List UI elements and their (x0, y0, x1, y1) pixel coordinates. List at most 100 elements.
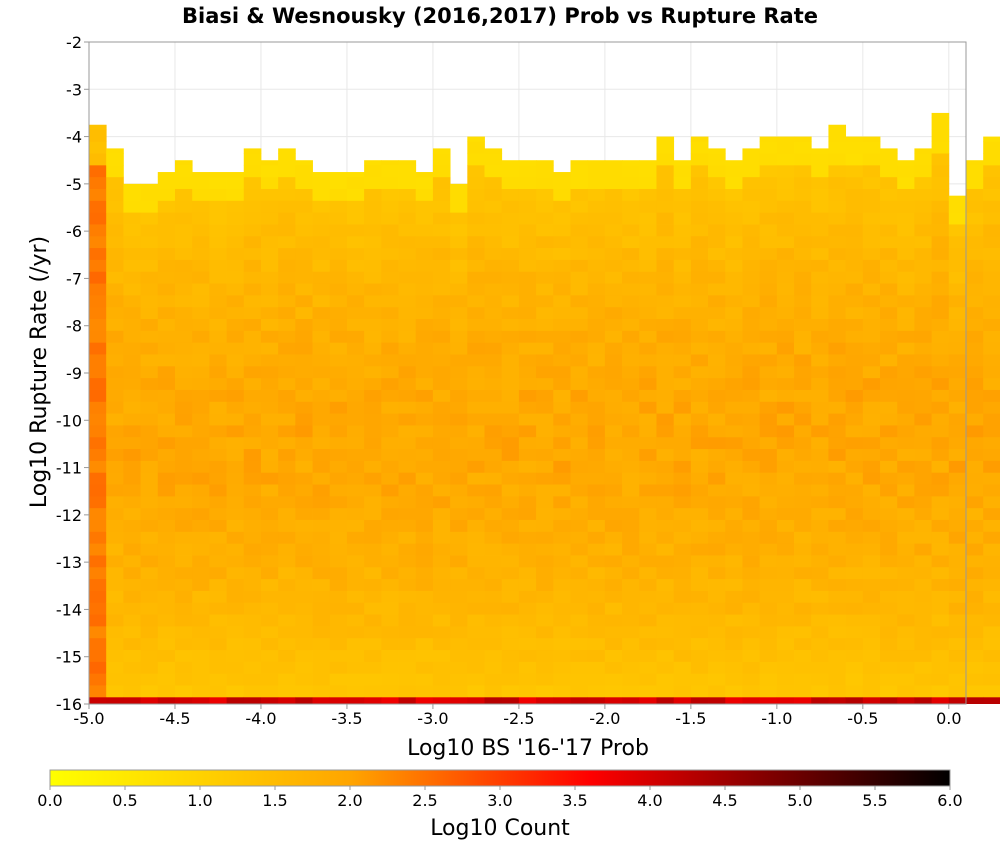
heatmap-cell (828, 271, 847, 284)
heatmap-cell (501, 448, 520, 461)
heatmap-cells (89, 112, 1000, 704)
heatmap-cell (828, 625, 847, 639)
heatmap-cell (553, 200, 571, 213)
heatmap-cell (106, 685, 124, 698)
heatmap-cell (295, 318, 313, 331)
heatmap-cell (295, 602, 313, 615)
heatmap-cell (106, 590, 124, 603)
heatmap-cell (174, 519, 193, 532)
heatmap-cell (140, 235, 159, 249)
heatmap-cell (553, 649, 571, 662)
heatmap-cell (243, 696, 262, 704)
heatmap-cell (983, 342, 1000, 355)
heatmap-cell (708, 330, 726, 343)
heatmap-cell (518, 696, 537, 704)
heatmap-cell (604, 673, 623, 686)
heatmap-cell (639, 519, 657, 532)
heatmap-cell (329, 259, 348, 272)
heatmap-cell (329, 696, 348, 704)
heatmap-cell (948, 200, 967, 213)
heatmap-cell (880, 519, 898, 532)
heatmap-cell (690, 200, 709, 213)
heatmap-cell (862, 259, 881, 272)
heatmap-cell (432, 578, 451, 591)
heatmap-cell (708, 401, 726, 414)
heatmap-cell (759, 425, 778, 438)
heatmap-cell (639, 696, 657, 704)
heatmap-cell (450, 389, 468, 402)
heatmap-cell (639, 590, 657, 603)
heatmap-cell (776, 259, 795, 272)
heatmap-cell (604, 160, 623, 166)
heatmap-cell (794, 330, 812, 343)
heatmap-cell (278, 696, 296, 704)
heatmap-cell (983, 188, 1000, 201)
heatmap-cell (260, 200, 279, 213)
heatmap-cell (501, 425, 520, 438)
heatmap-cell (106, 330, 124, 343)
heatmap-cell (174, 330, 193, 343)
heatmap-cell (295, 365, 313, 379)
heatmap-cell (123, 318, 141, 331)
heatmap-cell (862, 507, 881, 520)
heatmap-cell (209, 247, 227, 260)
heatmap-cell (983, 294, 1000, 308)
heatmap-cell (364, 519, 382, 532)
heatmap-cell (811, 661, 829, 674)
heatmap-cell (209, 685, 227, 698)
heatmap-cell (639, 578, 657, 591)
heatmap-cell (381, 625, 399, 639)
heatmap-cell (570, 354, 589, 367)
heatmap-cell (123, 484, 141, 497)
y-tick-label: -9 (66, 364, 82, 383)
heatmap-cell (931, 112, 950, 119)
heatmap-cell (518, 425, 537, 438)
heatmap-cell (742, 543, 761, 556)
heatmap-cell (278, 401, 296, 414)
heatmap-cell (518, 472, 537, 485)
heatmap-cell (759, 448, 778, 461)
heatmap-cell (656, 637, 675, 651)
heatmap-cell (811, 330, 829, 343)
heatmap-cell (484, 377, 503, 390)
heatmap-cell (570, 448, 589, 461)
heatmap-cell (364, 531, 382, 544)
heatmap-cell (931, 129, 950, 142)
heatmap-cell (828, 153, 847, 166)
heatmap-cell (501, 685, 520, 698)
heatmap-cell (278, 318, 296, 331)
heatmap-cell (123, 425, 141, 438)
heatmap-cell (501, 283, 520, 296)
heatmap-cell (931, 590, 950, 603)
heatmap-cell (484, 578, 503, 591)
heatmap-cell (828, 200, 847, 213)
heatmap-cell (690, 425, 709, 438)
heatmap-cell (209, 413, 227, 426)
heatmap-cell (570, 614, 589, 627)
heatmap-cell (174, 484, 193, 497)
heatmap-cell (794, 531, 812, 544)
heatmap-cell (536, 425, 554, 438)
heatmap-cell (278, 283, 296, 296)
heatmap-cell (260, 259, 279, 272)
heatmap-cell (329, 330, 348, 343)
heatmap-cell (209, 649, 227, 662)
heatmap-cell (467, 176, 485, 189)
heatmap-cell (260, 318, 279, 331)
heatmap-cell (622, 389, 640, 402)
heatmap-cell (415, 259, 434, 272)
heatmap-cell (725, 436, 743, 450)
heatmap-cell (708, 590, 726, 603)
heatmap-cell (862, 484, 881, 497)
heatmap-cell (742, 212, 761, 225)
heatmap-cell (432, 661, 451, 674)
heatmap-cell (604, 614, 623, 627)
heatmap-cell (587, 495, 606, 509)
heatmap-cell (106, 354, 124, 367)
heatmap-cell (553, 283, 571, 296)
heatmap-cell (398, 401, 417, 414)
heatmap-cell (106, 401, 124, 414)
heatmap-cell (364, 283, 382, 296)
heatmap-cell (398, 354, 417, 367)
heatmap-cell (983, 377, 1000, 390)
